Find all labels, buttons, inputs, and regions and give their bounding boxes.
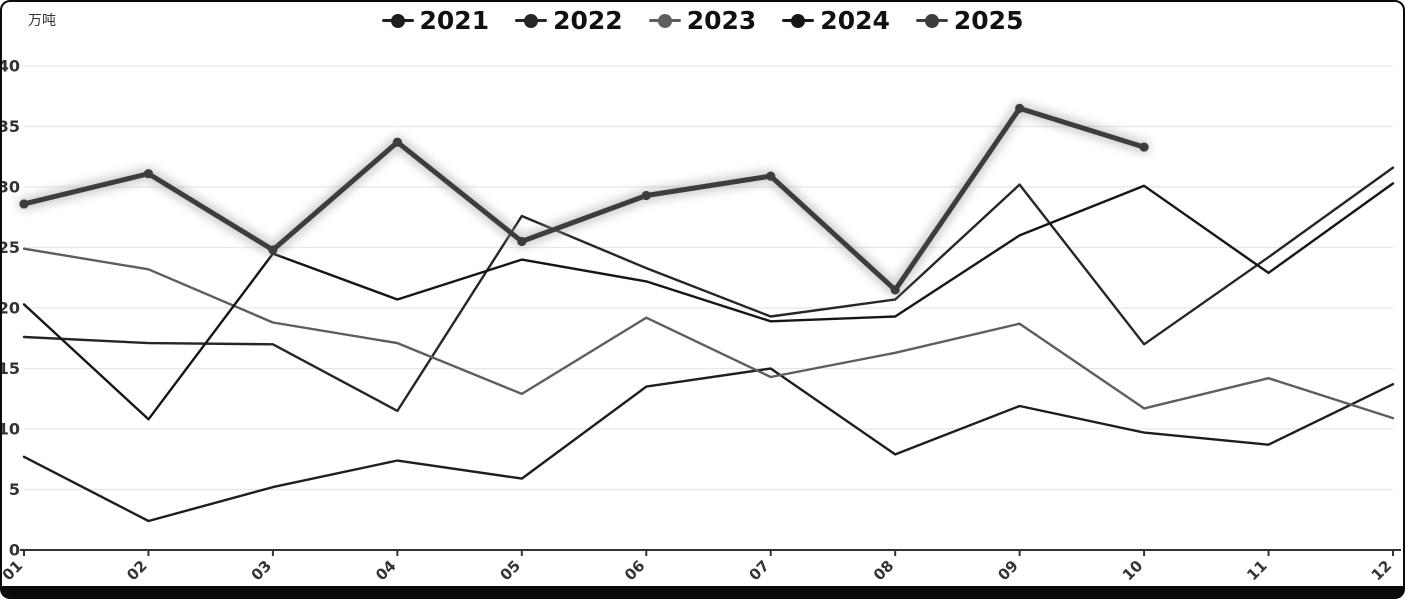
legend-line-dot-icon xyxy=(782,13,815,29)
legend-marker-dot xyxy=(791,13,806,28)
legend-item-2023[interactable]: 2023 xyxy=(648,6,757,35)
series-line-2021 xyxy=(22,367,1395,523)
data-point-2025-03 xyxy=(268,245,278,255)
data-point-2025-10 xyxy=(1139,142,1149,152)
x-tick-label: 06 xyxy=(621,557,648,584)
x-tick-label: 01 xyxy=(2,557,26,584)
legend: 2021 2022 2023 2024 2025 xyxy=(2,8,1403,33)
legend-marker-dot xyxy=(524,13,539,28)
data-point-2025-08 xyxy=(890,285,900,295)
x-tick-label: 12 xyxy=(1368,557,1395,584)
y-tick-label: 10 xyxy=(2,420,20,439)
legend-item-2022[interactable]: 2022 xyxy=(515,8,623,33)
y-tick-label: 35 xyxy=(2,117,20,136)
legend-line-dot-icon xyxy=(381,13,414,29)
y-tick-label: 5 xyxy=(9,480,20,499)
line-chart: 0510152025303540010203040506070809101112 xyxy=(2,57,1401,584)
legend-item-2025[interactable]: 2025 xyxy=(915,6,1024,35)
x-tick-label: 03 xyxy=(248,557,275,584)
legend-marker-dot xyxy=(924,13,939,28)
y-tick-label: 15 xyxy=(2,359,20,378)
data-point-2025-06 xyxy=(641,190,651,201)
y-tick-label: 40 xyxy=(2,57,20,76)
legend-line-dot-icon xyxy=(515,13,548,29)
y-tick-label: 20 xyxy=(2,299,20,318)
series-line-2024 xyxy=(22,182,1395,421)
x-tick-label: 08 xyxy=(870,557,897,584)
legend-line-dot-icon xyxy=(915,13,948,29)
x-tick-label: 09 xyxy=(994,557,1021,584)
y-tick-label: 25 xyxy=(2,238,20,257)
x-tick-label: 07 xyxy=(745,557,772,584)
x-tick-label: 02 xyxy=(123,557,150,584)
x-tick-label: 10 xyxy=(1119,557,1146,584)
data-point-2025-07 xyxy=(766,171,776,181)
y-tick-label: 30 xyxy=(2,178,20,197)
x-tick-label: 04 xyxy=(372,557,399,584)
legend-label: 2025 xyxy=(953,6,1024,35)
data-point-2025-05 xyxy=(517,236,527,247)
series-line-2022 xyxy=(22,166,1395,413)
legend-label: 2021 xyxy=(419,6,490,35)
legend-label: 2022 xyxy=(553,6,623,35)
legend-item-2024[interactable]: 2024 xyxy=(782,8,890,33)
legend-marker-dot xyxy=(390,13,405,28)
legend-marker-dot xyxy=(657,13,672,28)
series-line-2025 xyxy=(21,105,1147,293)
y-tick-label: 0 xyxy=(9,541,20,560)
legend-line-dot-icon xyxy=(648,13,681,29)
x-tick-label: 11 xyxy=(1243,557,1270,584)
legend-label: 2024 xyxy=(820,6,890,35)
y-axis-unit-label: 万吨 xyxy=(28,13,56,29)
legend-item-2021[interactable]: 2021 xyxy=(381,6,490,35)
data-point-2025-04 xyxy=(392,137,402,147)
series-line-2023 xyxy=(22,247,1395,420)
data-point-2025-02 xyxy=(143,169,154,179)
x-tick-label: 05 xyxy=(497,557,524,584)
data-point-2025-01 xyxy=(19,199,29,209)
legend-label: 2023 xyxy=(686,6,757,35)
data-point-2025-09 xyxy=(1015,103,1025,113)
